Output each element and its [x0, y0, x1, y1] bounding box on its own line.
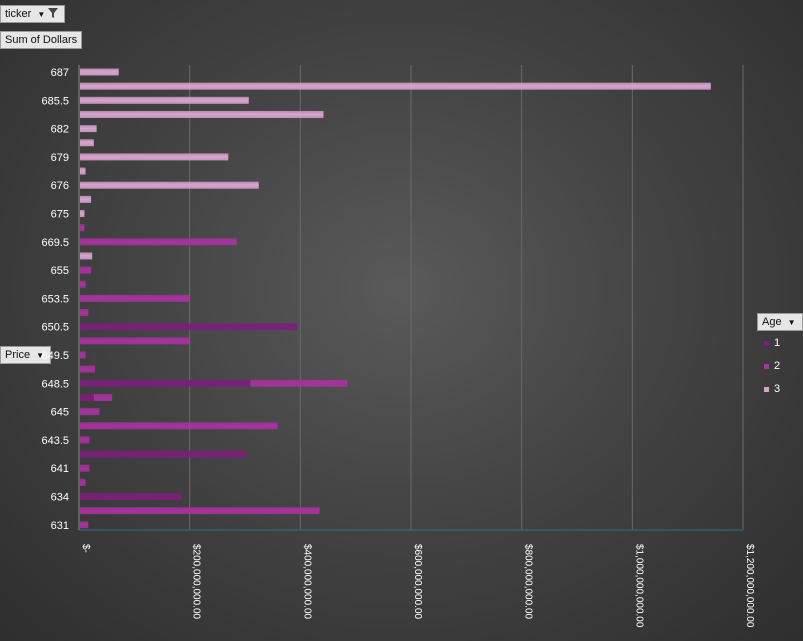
bar-669.5-age-2[interactable] — [80, 238, 237, 246]
x-tick-label: $1,200,000,000.00 — [744, 544, 755, 628]
bar-643.5-age-2[interactable] — [80, 436, 90, 444]
y-tick-label: 634 — [51, 492, 69, 504]
bar-649.5-age-2[interactable] — [80, 351, 86, 359]
y-tick-label: 669.5 — [41, 237, 69, 249]
gridlines — [189, 65, 744, 530]
y-tick-label: 650.5 — [41, 322, 69, 334]
bar-648.5-age-1[interactable] — [80, 379, 251, 387]
bar-row5-age-3[interactable] — [80, 139, 94, 147]
bar-row1-age-3[interactable] — [80, 82, 711, 90]
y-tick-label: 685.5 — [41, 95, 69, 107]
y-tick-label: 655 — [51, 265, 69, 277]
y-tick-label: 631 — [51, 520, 69, 532]
y-tick-label: 641 — [51, 463, 69, 475]
legend-swatch — [764, 364, 769, 369]
x-tick-label: $200,000,000.00 — [191, 544, 202, 620]
bar-645-age-2[interactable] — [80, 408, 100, 416]
values-field-button[interactable]: Sum of Dollars — [0, 31, 83, 49]
funnel-icon — [48, 8, 59, 18]
x-tick-label: $800,000,000.00 — [523, 544, 534, 620]
y-tick-label: 648.5 — [41, 378, 69, 390]
legend-entry: 1 — [774, 337, 781, 349]
bar-row13-age-3[interactable] — [80, 252, 93, 260]
bar-row29-age-2[interactable] — [80, 478, 86, 486]
y-tick-label: 653.5 — [41, 293, 69, 305]
bar-634-age-1[interactable] — [80, 493, 182, 500]
bar-631-age-2[interactable] — [80, 521, 89, 529]
price-axis-field-button[interactable]: Price ▼ — [0, 346, 52, 364]
y-tick-label: 649.5 — [41, 350, 69, 362]
bar-row21-age-2[interactable] — [80, 365, 95, 373]
age-field-label: Age — [762, 316, 782, 328]
bar-row9-age-3[interactable] — [80, 195, 92, 203]
bar-row19-age-2[interactable] — [80, 337, 190, 345]
bar-685.5-age-3[interactable] — [80, 96, 249, 104]
y-tick-label: 675 — [51, 209, 69, 221]
y-axis-labels: 687 685.5 682 679 676 675 669.5 655 653.5 650.5 64… — [41, 67, 69, 532]
bar-row31-age-2[interactable] — [80, 507, 320, 515]
bar-row17-age-2[interactable] — [80, 309, 89, 317]
bar-650.5-age-1[interactable] — [80, 323, 298, 331]
bar-653.5-age-2[interactable] — [80, 294, 190, 302]
chevron-down-icon: ▼ — [787, 318, 796, 327]
bar-682-age-3[interactable] — [80, 125, 97, 133]
bar-676-age-3[interactable] — [80, 181, 259, 189]
bar-679-age-3[interactable] — [80, 153, 229, 161]
bar-687-age-3[interactable] — [80, 68, 119, 76]
bar-row27-age-1[interactable] — [80, 450, 246, 458]
bar-row3-age-3[interactable] — [80, 110, 324, 118]
age-legend-field-button[interactable]: Age ▼ — [757, 313, 803, 331]
legend-swatch — [764, 341, 769, 346]
bar-row15-age-2[interactable] — [80, 280, 86, 288]
bar-row23-age-1[interactable] — [80, 393, 94, 401]
bar-655-age-2[interactable] — [80, 266, 92, 274]
y-tick-label: 687 — [51, 67, 69, 79]
bar-row11-age-2[interactable] — [80, 224, 85, 232]
values-field-label: Sum of Dollars — [5, 34, 78, 46]
bar-row25-age-2[interactable] — [80, 422, 278, 430]
y-tick-label: 645 — [51, 407, 69, 419]
bar-row7-age-3[interactable] — [80, 167, 86, 175]
bar-641-age-2[interactable] — [80, 464, 90, 472]
legend-swatch — [764, 387, 769, 392]
ticker-filter-button[interactable]: ticker ▼ — [0, 5, 66, 23]
x-tick-label: $1,000,000,000.00 — [633, 544, 644, 628]
chevron-down-icon: ▼ — [37, 10, 46, 19]
bar-series — [80, 68, 711, 529]
ticker-filter-label: ticker — [5, 8, 32, 20]
y-tick-label: 682 — [51, 124, 69, 136]
bar-675-age-3[interactable] — [80, 210, 85, 217]
x-tick-label: $- — [80, 544, 91, 553]
chevron-down-icon: ▼ — [36, 351, 45, 360]
legend-entry: 3 — [774, 383, 781, 395]
bar-row23-age-2[interactable] — [93, 393, 113, 401]
y-tick-label: 676 — [51, 180, 69, 192]
price-field-label: Price — [5, 349, 31, 361]
bar-648.5-age-2[interactable] — [250, 379, 348, 387]
legend-entry: 2 — [774, 360, 781, 372]
x-tick-label: $600,000,000.00 — [412, 544, 423, 620]
x-tick-label: $400,000,000.00 — [301, 544, 312, 620]
y-tick-label: 679 — [51, 152, 69, 164]
y-tick-label: 643.5 — [41, 435, 69, 447]
x-axis-labels: $- $200,000,000.00 $400,000,000.00 $600,000… — [80, 544, 755, 628]
